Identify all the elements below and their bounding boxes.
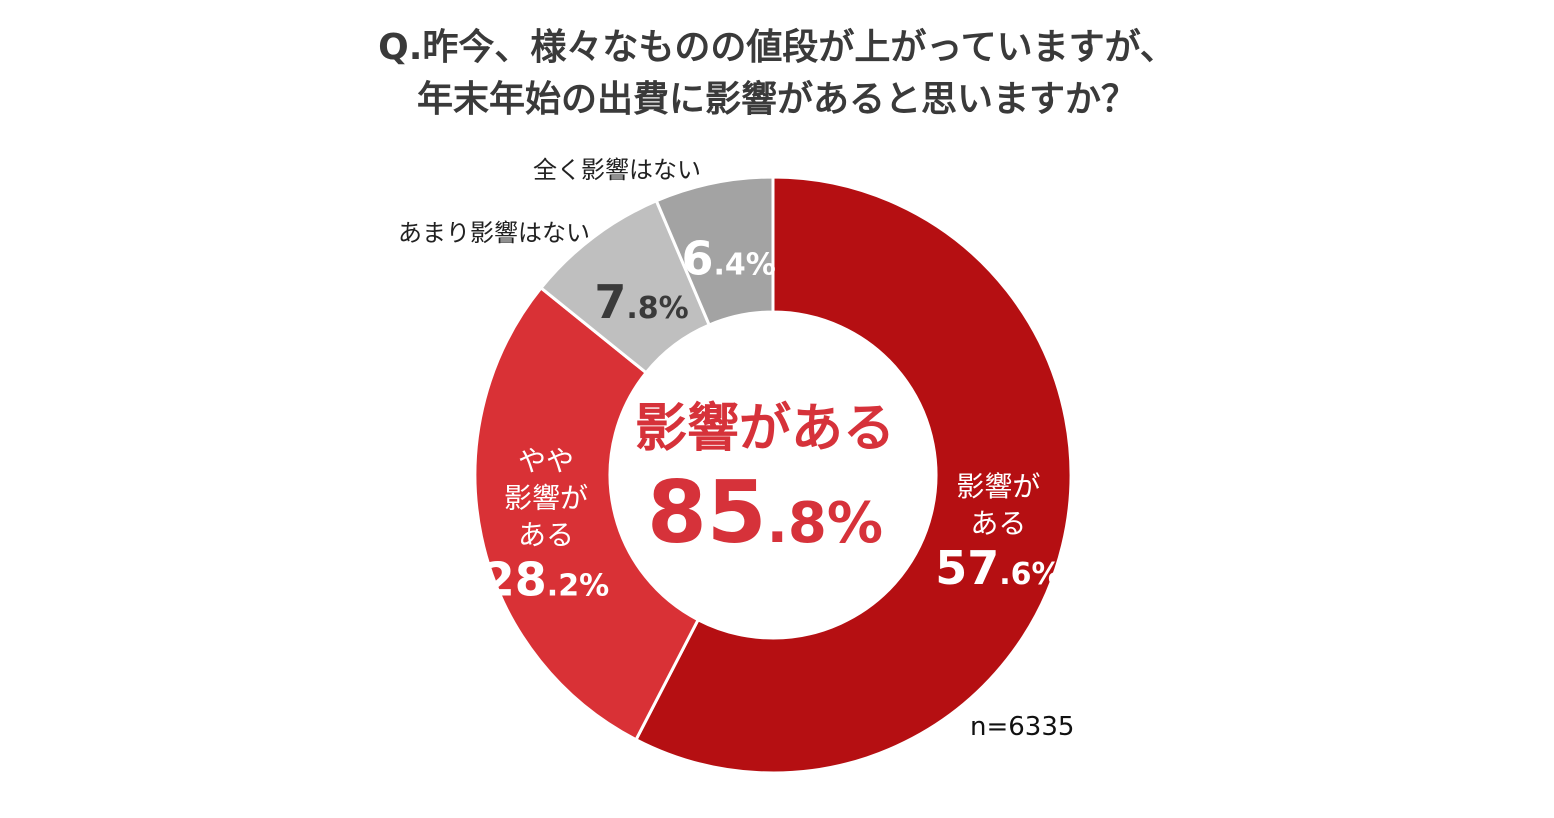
slice-label-line: ある — [518, 518, 574, 551]
center-label: 影響がある — [635, 399, 895, 459]
slice-value-slightly-not: 7.8% — [594, 275, 688, 329]
slice-label-line: やや — [518, 444, 574, 477]
slice-label-line: 影響が — [956, 470, 1040, 503]
slice-label-slightly-not: 7.8% — [594, 275, 688, 329]
slice-affected — [634, 175, 1073, 775]
center-value: 85.8% — [647, 463, 883, 563]
external-label-slightly-not: あまり影響はない — [398, 219, 590, 247]
sample-size-label: n=6335 — [970, 712, 1075, 742]
external-label-not-at-all: 全く影響はない — [533, 156, 701, 184]
slice-somewhat-affected — [473, 285, 701, 742]
slice-value-affected: 57.6% — [935, 541, 1061, 595]
slice-not-at-all — [654, 175, 775, 327]
title-line-1: Q.昨今、様々なものの値段が上がっていますが、 — [378, 27, 1176, 68]
slice-label-line: ある — [970, 507, 1026, 540]
slice-value-not-at-all: 6.4% — [681, 231, 775, 285]
slice-value-somewhat-affected: 28.2% — [483, 552, 609, 606]
slice-label-line: 影響が — [504, 481, 588, 514]
chart-title: Q.昨今、様々なものの値段が上がっていますが、 年末年始の出費に影響があると思い… — [0, 22, 1554, 126]
slice-label-not-at-all: 6.4% — [681, 231, 775, 285]
title-line-2: 年末年始の出費に影響があると思いますか？ — [416, 79, 1137, 120]
